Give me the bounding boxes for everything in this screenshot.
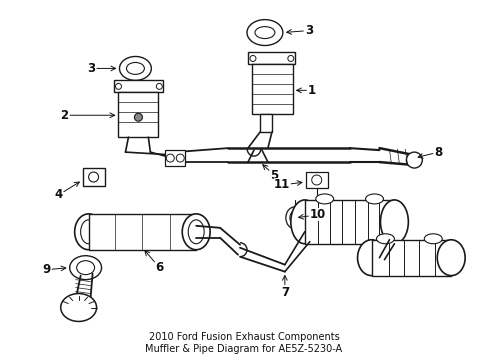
Ellipse shape	[188, 220, 203, 244]
Ellipse shape	[406, 152, 422, 168]
Bar	[113, 80, 163, 92]
Text: 2: 2	[61, 109, 114, 122]
Ellipse shape	[289, 211, 299, 225]
Text: 2010 Ford Fusion Exhaust Components: 2010 Ford Fusion Exhaust Components	[148, 332, 339, 342]
Ellipse shape	[249, 55, 255, 62]
Ellipse shape	[380, 200, 407, 244]
Text: 3: 3	[286, 24, 312, 37]
Ellipse shape	[75, 214, 102, 250]
Ellipse shape	[315, 194, 333, 204]
Ellipse shape	[81, 220, 96, 244]
Bar	[88, 214, 196, 250]
Ellipse shape	[77, 261, 94, 275]
Ellipse shape	[69, 256, 102, 280]
Bar	[165, 150, 185, 166]
Text: 9: 9	[42, 263, 66, 276]
Ellipse shape	[119, 57, 151, 80]
Ellipse shape	[166, 154, 174, 162]
Text: 10: 10	[298, 208, 325, 221]
Ellipse shape	[290, 200, 318, 244]
Bar	[247, 53, 294, 64]
Ellipse shape	[115, 84, 121, 89]
Ellipse shape	[424, 234, 441, 244]
Ellipse shape	[357, 240, 385, 276]
Ellipse shape	[61, 293, 96, 321]
Ellipse shape	[311, 175, 321, 185]
Ellipse shape	[176, 154, 184, 162]
Text: Muffler & Pipe Diagram for AE5Z-5230-A: Muffler & Pipe Diagram for AE5Z-5230-A	[145, 345, 342, 354]
Text: 3: 3	[87, 62, 115, 75]
Ellipse shape	[134, 113, 142, 121]
Ellipse shape	[254, 27, 274, 39]
Text: 6: 6	[144, 251, 163, 274]
Text: 4: 4	[54, 182, 79, 202]
Bar	[371, 240, 450, 276]
Text: 1: 1	[296, 84, 315, 97]
Bar	[304, 200, 394, 244]
Ellipse shape	[376, 234, 394, 244]
Ellipse shape	[88, 172, 99, 182]
Bar	[82, 168, 104, 186]
Text: 8: 8	[417, 145, 442, 159]
Ellipse shape	[246, 20, 282, 45]
Ellipse shape	[126, 62, 144, 75]
Ellipse shape	[156, 84, 162, 89]
Text: 11: 11	[273, 179, 301, 192]
Bar	[118, 92, 158, 137]
Ellipse shape	[365, 194, 383, 204]
Ellipse shape	[285, 207, 303, 229]
Text: 7: 7	[280, 275, 288, 299]
Ellipse shape	[436, 240, 464, 276]
Ellipse shape	[287, 55, 293, 62]
Text: 5: 5	[262, 165, 278, 181]
Bar	[251, 64, 292, 114]
Bar	[305, 172, 327, 188]
Ellipse shape	[182, 214, 210, 250]
Bar	[260, 114, 271, 132]
